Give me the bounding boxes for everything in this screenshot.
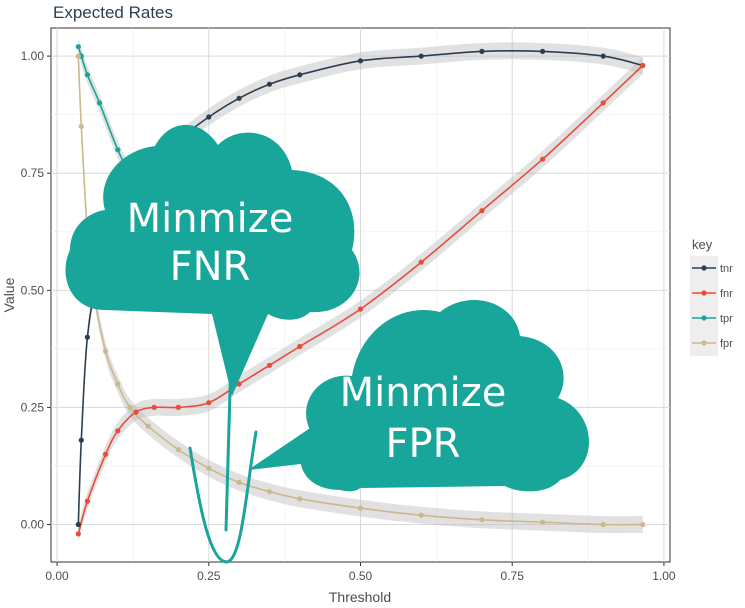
tpr-point bbox=[75, 44, 81, 50]
x-tick-label: 0.25 bbox=[197, 569, 221, 583]
callout-fnr-bubble bbox=[65, 124, 360, 396]
callout-fpr-line1: Minmize bbox=[340, 370, 507, 416]
fpr-point bbox=[103, 348, 109, 354]
tpr-point bbox=[115, 147, 121, 153]
y-tick-label: 1.00 bbox=[21, 49, 45, 63]
tpr-point bbox=[84, 72, 90, 78]
fnr-point bbox=[266, 362, 273, 368]
fpr-point bbox=[540, 519, 546, 525]
tnr-point bbox=[75, 521, 81, 528]
fpr-point bbox=[236, 479, 242, 485]
tnr-point bbox=[297, 72, 303, 78]
tnr-point bbox=[84, 334, 90, 340]
callout-fpr: Minmize FPR bbox=[248, 299, 590, 492]
fnr-point bbox=[175, 404, 181, 410]
tnr-point bbox=[479, 48, 485, 55]
fnr-point bbox=[418, 259, 424, 265]
legend-title: key bbox=[692, 237, 713, 252]
fnr-point bbox=[133, 409, 139, 415]
tnr-point bbox=[266, 81, 273, 87]
fpr-point bbox=[266, 489, 273, 495]
y-tick-label: 0.00 bbox=[21, 518, 45, 532]
chart-title: Expected Rates bbox=[53, 3, 173, 22]
fpr-point bbox=[127, 404, 133, 410]
fpr-point bbox=[479, 517, 485, 523]
x-tick-label: 0.75 bbox=[501, 569, 525, 583]
fpr-point bbox=[357, 505, 364, 511]
tpr-point bbox=[96, 100, 103, 106]
tnr-point bbox=[600, 53, 606, 59]
x-axis-title: Threshold bbox=[329, 589, 391, 605]
callout-fpr-pointer bbox=[248, 420, 322, 470]
y-tick-label: 0.50 bbox=[21, 283, 45, 297]
fpr-point bbox=[640, 521, 646, 528]
legend-key-point-fpr bbox=[701, 340, 707, 346]
callout-fnr: Minmize FNR bbox=[65, 124, 360, 396]
tnr-point bbox=[78, 437, 84, 443]
tnr-point bbox=[540, 48, 546, 55]
fpr-point bbox=[175, 447, 181, 453]
legend-label-tpr: tpr bbox=[720, 313, 733, 325]
tnr-point bbox=[236, 95, 242, 101]
callout-fnr-line1: Minmize bbox=[127, 196, 294, 242]
legend-label-tnr: tnr bbox=[720, 263, 733, 275]
legend: key tnr fnr tpr fpr bbox=[690, 237, 733, 356]
fpr-point bbox=[297, 496, 303, 502]
fnr-point bbox=[206, 400, 212, 406]
fnr-point bbox=[103, 451, 109, 457]
y-tick-label: 0.25 bbox=[21, 400, 45, 414]
fnr-point bbox=[75, 531, 81, 537]
fnr-point bbox=[357, 306, 364, 312]
fnr-point bbox=[297, 343, 303, 350]
fpr-point bbox=[418, 512, 424, 518]
fpr-point bbox=[145, 423, 151, 429]
fnr-point bbox=[479, 208, 485, 214]
callout-fpr-line2: FPR bbox=[386, 421, 461, 467]
fpr-point bbox=[115, 381, 121, 387]
fnr-point bbox=[640, 62, 646, 69]
fpr-point bbox=[78, 123, 84, 129]
x-tick-label: 1.00 bbox=[652, 569, 676, 583]
callout-fpr-bubble bbox=[300, 299, 590, 492]
legend-key-point-fnr bbox=[701, 290, 707, 296]
legend-label-fnr: fnr bbox=[720, 288, 733, 300]
fpr-point bbox=[206, 465, 212, 471]
fnr-line bbox=[77, 64, 644, 535]
legend-key-point-tpr bbox=[701, 315, 707, 321]
fnr-point bbox=[151, 404, 157, 410]
hand-drawn-loop bbox=[188, 316, 258, 564]
fnr-point bbox=[84, 498, 90, 504]
fnr-point bbox=[540, 156, 546, 162]
legend-key-background bbox=[690, 256, 718, 356]
y-tick-label: 0.75 bbox=[21, 166, 45, 180]
tnr-point bbox=[357, 58, 364, 64]
fnr-point bbox=[115, 428, 121, 434]
fnr-point bbox=[600, 100, 606, 106]
tnr-line bbox=[77, 50, 643, 525]
x-tick-label: 0.00 bbox=[45, 569, 69, 583]
axis-ticks: 0.00 0.25 0.50 0.75 1.00 0.00 0.25 0.50 0.75 1.00 bbox=[21, 49, 676, 583]
legend-key-point-tnr bbox=[701, 265, 707, 271]
tnr-point bbox=[418, 53, 424, 59]
tnr-point bbox=[206, 114, 212, 120]
callouts: Minmize FNR Minmize FPR bbox=[65, 124, 590, 564]
callout-fnr-line2: FNR bbox=[170, 244, 251, 290]
fpr-point bbox=[75, 53, 81, 59]
legend-label-fpr: fpr bbox=[720, 338, 733, 350]
y-axis-title: Value bbox=[1, 277, 17, 312]
x-tick-label: 0.50 bbox=[349, 569, 373, 583]
fpr-point bbox=[600, 521, 606, 528]
